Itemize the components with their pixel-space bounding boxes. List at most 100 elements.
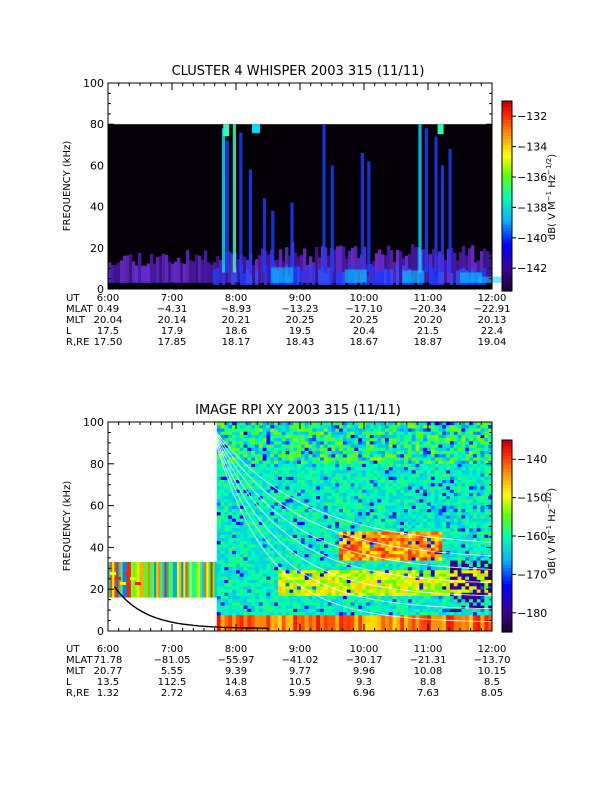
spectrogram-cell: [323, 602, 328, 606]
spectrogram-cell: [342, 460, 348, 465]
spectrogram-cell: [243, 521, 248, 526]
spectrogram-cell: [274, 496, 279, 500]
spectrogram-cell: [369, 576, 374, 581]
spectrogram-cell: [476, 537, 481, 542]
spectrogram-cell: [246, 269, 250, 285]
spectrogram-cell: [453, 547, 458, 552]
spectrogram-cell: [419, 602, 424, 606]
spectrogram-cell: [258, 476, 263, 481]
spectrogram-cell: [358, 425, 363, 429]
spectrogram-cell: [243, 566, 248, 571]
spectrogram-cell: [220, 547, 225, 552]
spectrogram-cell: [419, 544, 424, 548]
spectrogram-cell: [339, 599, 344, 603]
ephemeris-value: 20.25: [286, 315, 315, 326]
spectrogram-cell: [434, 521, 439, 526]
spectrogram-cell: [266, 525, 271, 529]
spectrogram-cell: [384, 457, 390, 461]
spectrogram-cell: [220, 499, 225, 503]
spectrogram-cell: [449, 486, 455, 490]
spectrogram-cell: [258, 537, 263, 542]
spectrogram-cell: [449, 476, 455, 481]
spectrogram-cell: [369, 422, 374, 426]
spectrogram-cell: [239, 583, 244, 587]
spectrogram-cell: [488, 476, 493, 481]
spectrogram-cell: [239, 492, 244, 497]
spectrogram-cell: [472, 463, 478, 468]
spectrogram-cell: [465, 595, 470, 600]
spectrogram-cell: [449, 589, 455, 594]
spectrogram-cell: [335, 463, 340, 468]
spectrogram-cell: [469, 608, 474, 613]
spectrogram-cell: [320, 583, 325, 587]
spectrogram-cell: [438, 531, 443, 536]
spectrogram-cell: [488, 457, 493, 461]
spectrogram-cell: [293, 460, 298, 465]
spectrogram-cell: [373, 554, 378, 558]
spectrogram-cell: [484, 454, 489, 458]
spectrogram-cell: [419, 541, 424, 545]
spectrogram-cell: [377, 505, 382, 510]
ephemeris-row-label: MLT: [66, 315, 86, 326]
spectrogram-cell: [258, 515, 263, 519]
ephemeris-value: 0.49: [97, 304, 119, 315]
spectrogram-cell: [304, 534, 309, 539]
spectrogram-cell: [258, 550, 263, 555]
spectrogram-cell: [308, 502, 313, 507]
spectrogram-cell: [404, 550, 409, 555]
spectrogram-cell: [419, 579, 424, 584]
spectrogram-cell: [404, 576, 409, 581]
spectrogram-cell: [304, 583, 309, 587]
spectrogram-cell: [465, 566, 470, 571]
spectrogram-cell: [461, 541, 466, 545]
spectrogram-cell: [281, 528, 286, 532]
spectrogram-cell: [457, 544, 462, 548]
spectrogram-cell: [285, 599, 290, 603]
spectrogram-cell: [293, 428, 298, 432]
spectrogram-cell: [270, 467, 275, 471]
spectrogram-cell: [323, 547, 328, 552]
spectrogram-cell: [400, 589, 405, 594]
spectrogram-cell: [377, 518, 382, 523]
spectrogram-cell: [411, 496, 416, 500]
spectrogram-cell: [449, 608, 455, 613]
spectrogram-cell: [384, 434, 390, 439]
spectrogram-cell: [262, 560, 267, 565]
spectrogram-cell: [365, 602, 370, 606]
spectrogram-cell: [373, 579, 378, 584]
spectrogram-cell: [243, 560, 248, 565]
spectrogram-cell: [297, 463, 302, 468]
spectrogram-cell: [446, 502, 451, 507]
spectrogram-cell: [434, 515, 439, 519]
spectrogram-cell: [358, 518, 363, 523]
spectrogram-cell: [423, 586, 428, 590]
spectrogram-cell: [430, 476, 435, 481]
spectrogram-cell: [320, 447, 325, 452]
spectrogram-cell: [274, 612, 279, 616]
spectrogram-cell: [411, 570, 416, 574]
spectrogram-cell: [312, 608, 317, 613]
spectrogram-cell: [373, 583, 378, 587]
spectrogram-cell: [363, 246, 367, 283]
ephemeris-value: 17.9: [161, 326, 183, 337]
spectrogram-cell: [258, 428, 263, 432]
spectrogram-cell: [339, 496, 344, 500]
spectrogram-cell: [400, 592, 405, 597]
spectrogram-cell: [243, 605, 248, 610]
spectrogram-cell: [396, 554, 401, 558]
spectrogram-cell: [297, 576, 302, 581]
spectrogram-cell: [419, 502, 424, 507]
spectrogram-cell: [423, 470, 428, 474]
spectrogram-cell: [239, 525, 244, 529]
spectrogram-cell: [415, 525, 420, 529]
spectrogram-cell: [191, 562, 195, 598]
spectrogram-cell: [331, 438, 336, 442]
spectrogram-cell: [323, 441, 328, 445]
spectrogram-cell: [293, 586, 298, 590]
spectrogram-cell: [430, 434, 435, 439]
spectrogram-cell: [488, 515, 493, 519]
spectrogram-cell: [320, 496, 325, 500]
spectrogram-cell: [304, 550, 309, 555]
spectrogram-cell: [285, 544, 290, 548]
spectrogram-cell: [430, 560, 435, 565]
